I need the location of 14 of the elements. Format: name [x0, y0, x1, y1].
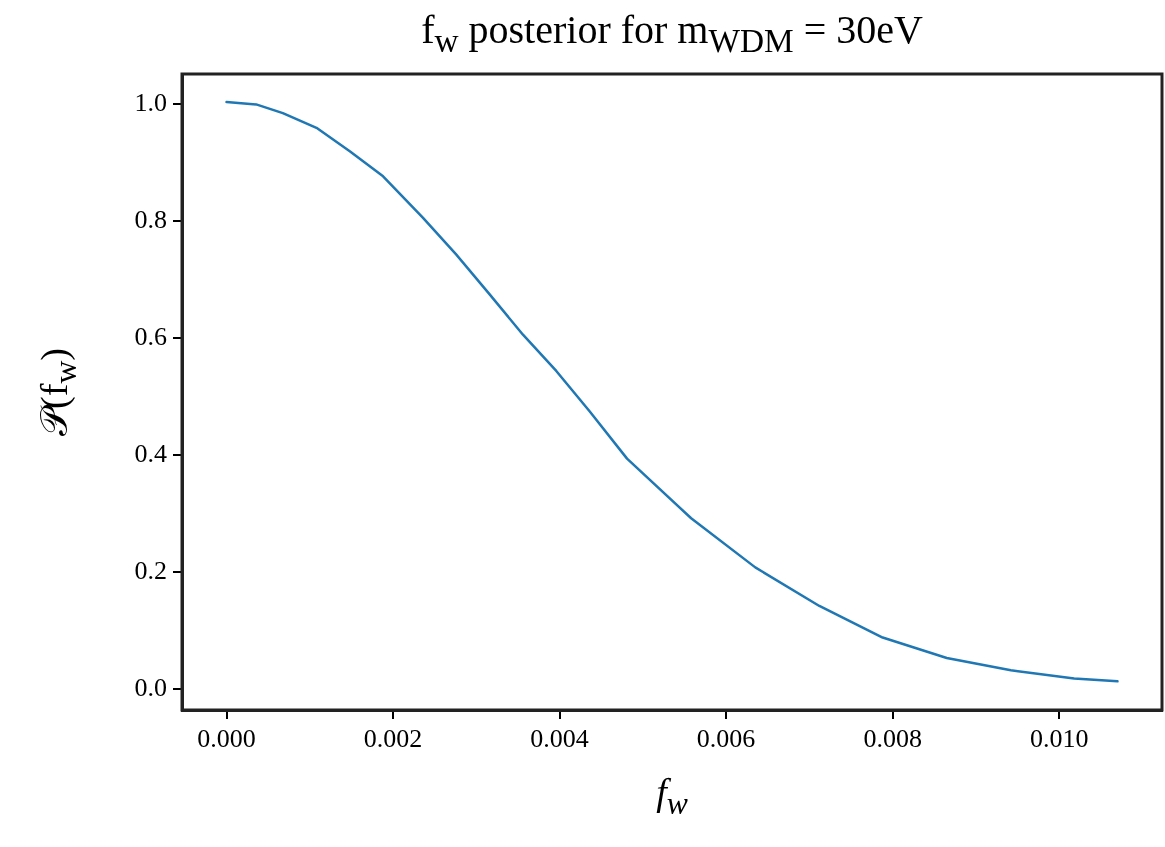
x-tick-label: 0.000: [197, 724, 256, 754]
x-tick-label: 0.006: [696, 724, 756, 754]
y-tick-label: 0.6: [134, 322, 167, 352]
y-tick-label: 1.0: [134, 88, 167, 118]
y-tick-label: 0.2: [134, 555, 167, 585]
x-tick-label: 0.002: [363, 724, 423, 754]
y-tick-label: 0.8: [134, 205, 167, 235]
chart-title: f$_{w}$ posterior for m$_{WDM}$ = 30eV: [421, 6, 923, 60]
x-axis-title: f$_{w}$: [656, 770, 688, 822]
x-tick-label: 0.010: [1029, 724, 1089, 754]
y-tick-label: 0.0: [134, 672, 167, 702]
y-tick-label: 0.4: [134, 438, 167, 468]
x-tick-label: 0.004: [530, 724, 589, 754]
x-tick-label: 0.008: [863, 724, 922, 754]
